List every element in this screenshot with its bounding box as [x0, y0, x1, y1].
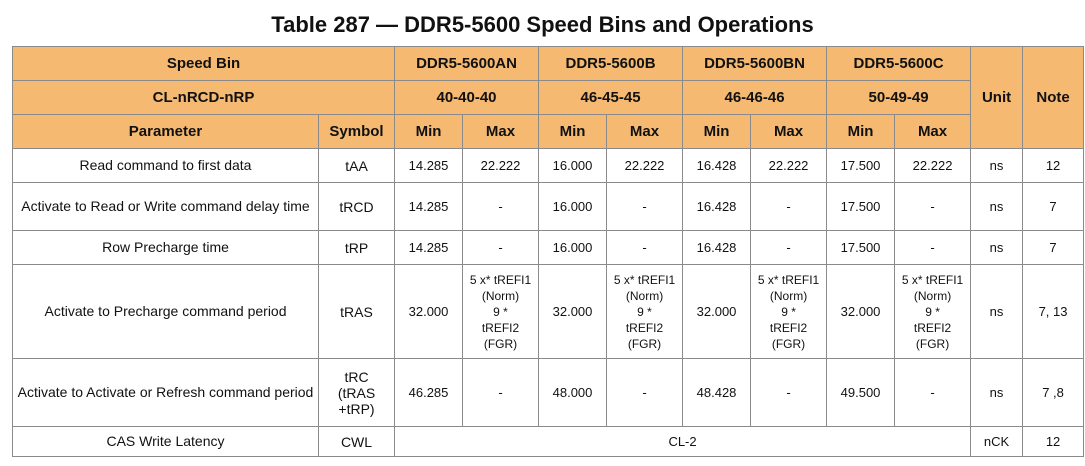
- unit-header: Unit: [970, 46, 1024, 149]
- max-value-cell: -: [606, 182, 684, 231]
- bin-timing: 46-45-45: [538, 80, 684, 115]
- note-cell: 12: [1022, 426, 1085, 457]
- max-value-cell: 22.222: [894, 148, 972, 183]
- min-value-cell: 14.285: [394, 230, 464, 265]
- symbol-header: Symbol: [317, 114, 396, 149]
- min-value-cell: 32.000: [538, 264, 608, 359]
- max-value-cell: -: [606, 230, 684, 265]
- min-value-cell: 49.500: [826, 358, 896, 427]
- table-row: Row Precharge time tRP 14.285-16.000-16.42…: [12, 230, 1085, 265]
- max-value-cell: 5 x* tREFI1 (Norm) 9 * tREFI2 (FGR): [462, 264, 540, 359]
- max-value-cell: 22.222: [462, 148, 540, 183]
- parameter-cell: Read command to first data: [12, 148, 319, 183]
- min-header: Min: [394, 114, 464, 149]
- max-value-cell: -: [750, 230, 828, 265]
- max-value-cell: -: [462, 358, 540, 427]
- symbol-cell: CWL: [317, 426, 396, 457]
- min-value-cell: 16.000: [538, 148, 608, 183]
- parameter-header: Parameter: [12, 114, 319, 149]
- min-value-cell: 16.428: [682, 182, 752, 231]
- max-header: Max: [606, 114, 684, 149]
- symbol-cell: tAA: [317, 148, 396, 183]
- symbol-cell: tRCD: [317, 182, 396, 231]
- min-value-cell: 32.000: [826, 264, 896, 359]
- max-value-cell: 22.222: [750, 148, 828, 183]
- note-header: Note: [1022, 46, 1085, 149]
- bin-timing: 40-40-40: [394, 80, 540, 115]
- max-header: Max: [750, 114, 828, 149]
- min-value-cell: 32.000: [682, 264, 752, 359]
- note-cell: 12: [1022, 148, 1085, 183]
- min-value-cell: 17.500: [826, 230, 896, 265]
- min-value-cell: 14.285: [394, 182, 464, 231]
- speed-bin-header: Speed Bin: [11, 46, 396, 81]
- bin-name: DDR5-5600AN: [394, 46, 540, 81]
- parameter-cell: Row Precharge time: [12, 230, 319, 265]
- min-value-cell: 16.428: [682, 148, 752, 183]
- max-value-cell: 22.222: [606, 148, 684, 183]
- max-header: Max: [894, 114, 972, 149]
- bin-name: DDR5-5600C: [826, 46, 972, 81]
- max-value-cell: -: [750, 182, 828, 231]
- note-cell: 7: [1022, 230, 1085, 265]
- max-value-cell: 5 x* tREFI1 (Norm) 9 * tREFI2 (FGR): [894, 264, 972, 359]
- min-header: Min: [538, 114, 608, 149]
- min-value-cell: 16.428: [682, 230, 752, 265]
- cwl-value-cell: CL-2: [394, 426, 972, 457]
- max-value-cell: -: [750, 358, 828, 427]
- bin-timing: 50-49-49: [826, 80, 972, 115]
- unit-cell: nCK: [970, 426, 1024, 457]
- unit-cell: ns: [970, 264, 1024, 359]
- parameter-cell: Activate to Activate or Refresh command …: [12, 358, 319, 427]
- min-value-cell: 46.285: [394, 358, 464, 427]
- max-value-cell: 5 x* tREFI1 (Norm) 9 * tREFI2 (FGR): [750, 264, 828, 359]
- min-value-cell: 16.000: [538, 230, 608, 265]
- max-value-cell: -: [894, 182, 972, 231]
- unit-cell: ns: [970, 148, 1024, 183]
- unit-cell: ns: [970, 230, 1024, 265]
- min-value-cell: 14.285: [394, 148, 464, 183]
- note-cell: 7 ,8: [1022, 358, 1085, 427]
- table-row: Read command to first data tAA 14.285 22.22…: [12, 148, 1085, 183]
- table-row: Activate to Read or Write command delay …: [12, 182, 1085, 231]
- symbol-cell: tRC (tRAS +tRP): [317, 358, 396, 427]
- max-header: Max: [462, 114, 540, 149]
- bin-timing: 46-46-46: [682, 80, 828, 115]
- parameter-cell: Activate to Precharge command period: [12, 264, 319, 359]
- symbol-cell: tRAS: [317, 264, 396, 359]
- min-value-cell: 16.000: [538, 182, 608, 231]
- max-value-cell: 5 x* tREFI1 (Norm) 9 * tREFI2 (FGR): [606, 264, 684, 359]
- max-value-cell: -: [462, 230, 540, 265]
- max-value-cell: -: [894, 358, 972, 427]
- speed-bin-table: Speed Bin DDR5-5600AN DDR5-5600B DDR5-56…: [11, 46, 1085, 457]
- min-value-cell: 48.428: [682, 358, 752, 427]
- min-value-cell: 17.500: [826, 148, 896, 183]
- parameter-cell: CAS Write Latency: [12, 426, 319, 457]
- bin-name: DDR5-5600B: [538, 46, 684, 81]
- min-header: Min: [826, 114, 896, 149]
- table-row: Activate to Activate or Refresh command …: [12, 358, 1085, 427]
- parameter-cell: Activate to Read or Write command delay …: [12, 182, 319, 231]
- note-cell: 7, 13: [1022, 264, 1085, 359]
- cl-header: CL-nRCD-nRP: [11, 80, 396, 115]
- max-value-cell: -: [462, 182, 540, 231]
- unit-cell: ns: [970, 358, 1024, 427]
- min-header: Min: [682, 114, 752, 149]
- note-cell: 7: [1022, 182, 1085, 231]
- max-value-cell: -: [606, 358, 684, 427]
- min-value-cell: 32.000: [394, 264, 464, 359]
- min-value-cell: 48.000: [538, 358, 608, 427]
- unit-cell: ns: [970, 182, 1024, 231]
- table-row: Activate to Precharge command period tRAS…: [12, 264, 1085, 359]
- table-title: Table 287 — DDR5-5600 Speed Bins and Ope…: [271, 12, 814, 37]
- symbol-cell: tRP: [317, 230, 396, 265]
- max-value-cell: -: [894, 230, 972, 265]
- min-value-cell: 17.500: [826, 182, 896, 231]
- bin-name: DDR5-5600BN: [682, 46, 828, 81]
